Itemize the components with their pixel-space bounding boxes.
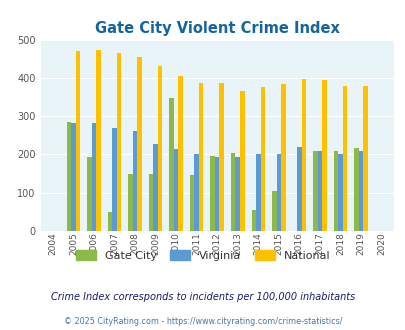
Bar	[296, 147, 301, 231]
Bar	[137, 57, 141, 231]
Bar	[149, 174, 153, 231]
Bar	[333, 150, 337, 231]
Bar	[132, 131, 137, 231]
Bar	[75, 51, 80, 231]
Bar	[280, 84, 285, 231]
Bar	[321, 80, 326, 231]
Bar	[358, 150, 362, 231]
Text: © 2025 CityRating.com - https://www.cityrating.com/crime-statistics/: © 2025 CityRating.com - https://www.city…	[64, 317, 341, 326]
Bar	[251, 210, 256, 231]
Bar	[158, 66, 162, 231]
Bar	[96, 50, 100, 231]
Bar	[173, 149, 178, 231]
Bar	[198, 83, 203, 231]
Title: Gate City Violent Crime Index: Gate City Violent Crime Index	[94, 21, 339, 36]
Bar	[210, 156, 214, 231]
Bar	[260, 87, 264, 231]
Legend: Gate City, Virginia, National: Gate City, Virginia, National	[72, 247, 333, 264]
Bar	[128, 174, 132, 231]
Bar	[71, 123, 75, 231]
Bar	[342, 85, 346, 231]
Bar	[276, 154, 280, 231]
Bar	[312, 150, 317, 231]
Bar	[92, 123, 96, 231]
Bar	[301, 79, 305, 231]
Bar	[271, 191, 276, 231]
Bar	[107, 212, 112, 231]
Bar	[230, 153, 235, 231]
Bar	[190, 175, 194, 231]
Bar	[153, 144, 158, 231]
Bar	[112, 128, 117, 231]
Bar	[235, 157, 239, 231]
Bar	[256, 154, 260, 231]
Bar	[178, 76, 183, 231]
Bar	[169, 98, 173, 231]
Bar	[66, 122, 71, 231]
Bar	[214, 157, 219, 231]
Bar	[317, 150, 321, 231]
Bar	[337, 154, 342, 231]
Bar	[362, 86, 367, 231]
Bar	[87, 157, 92, 231]
Bar	[353, 148, 358, 231]
Bar	[219, 83, 224, 231]
Bar	[239, 90, 244, 231]
Text: Crime Index corresponds to incidents per 100,000 inhabitants: Crime Index corresponds to incidents per…	[51, 292, 354, 302]
Bar	[117, 52, 121, 231]
Bar	[194, 154, 198, 231]
